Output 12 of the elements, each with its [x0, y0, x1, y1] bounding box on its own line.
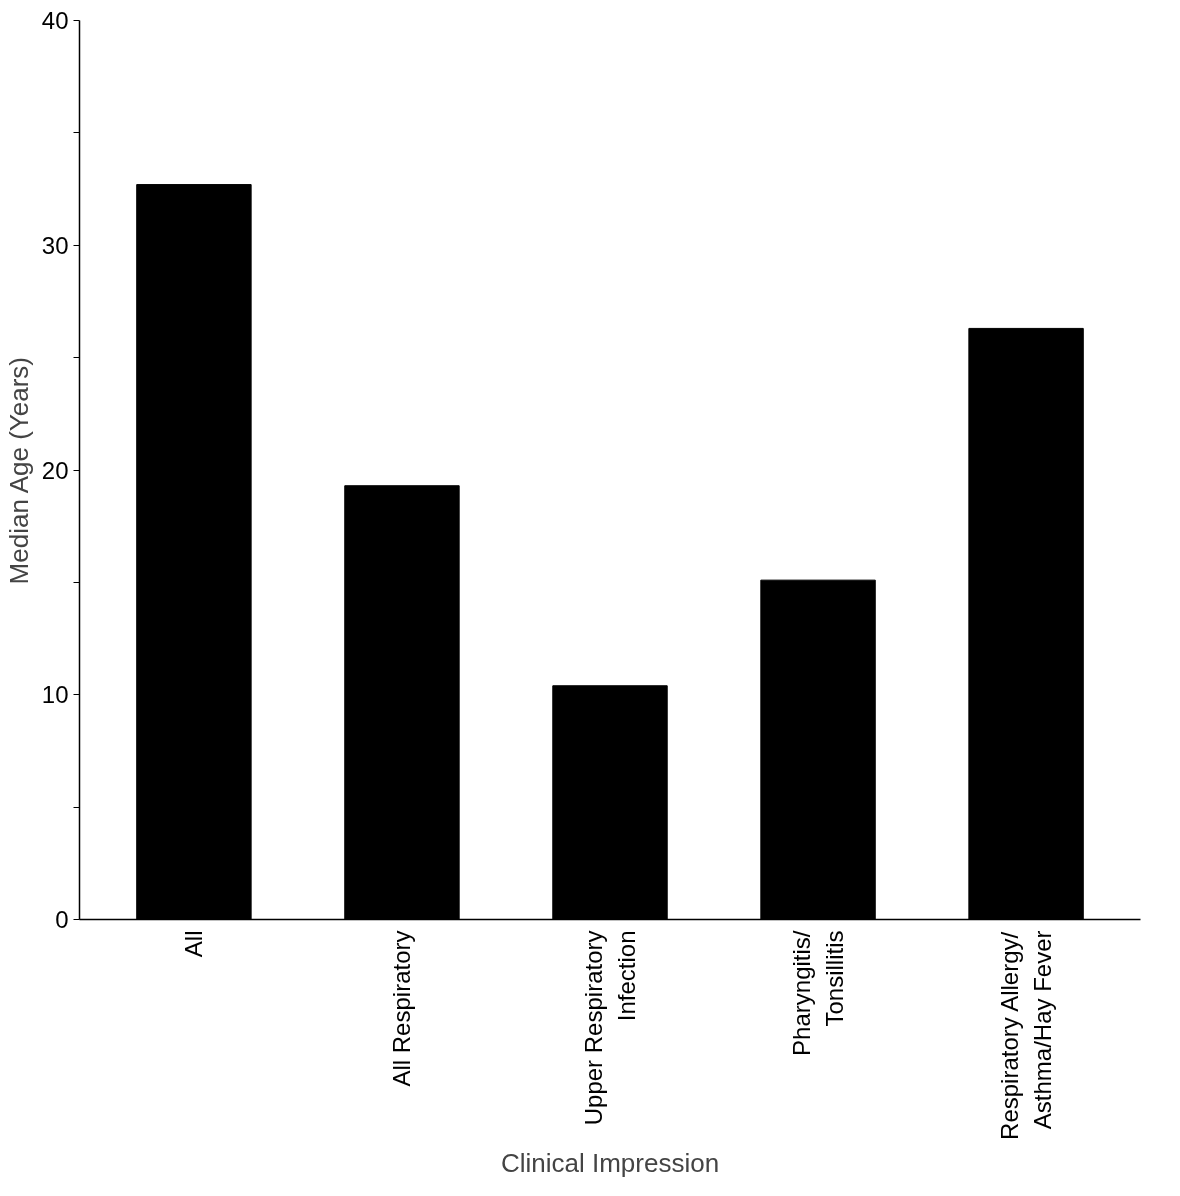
- y-axis-title: Median Age (Years): [3, 357, 34, 585]
- x-tick-label: All Respiratory: [388, 930, 416, 1087]
- y-tick-label: 10: [41, 681, 69, 709]
- x-tick-label: Pharyngitis/ Tonsillitis: [788, 930, 848, 1056]
- x-tick-label: Upper Respiratory Infection: [580, 930, 640, 1126]
- y-tick-label: 20: [41, 456, 69, 484]
- x-axis-title: Clinical Impression: [500, 1147, 720, 1178]
- x-tick-label: Respiratory Allergy/ Asthma/Hay Fever: [996, 930, 1056, 1140]
- y-tick-label: 0: [55, 906, 69, 933]
- y-tick-label: 40: [41, 7, 69, 34]
- x-tick-label: All: [180, 930, 208, 958]
- y-tick-label: 30: [41, 231, 69, 259]
